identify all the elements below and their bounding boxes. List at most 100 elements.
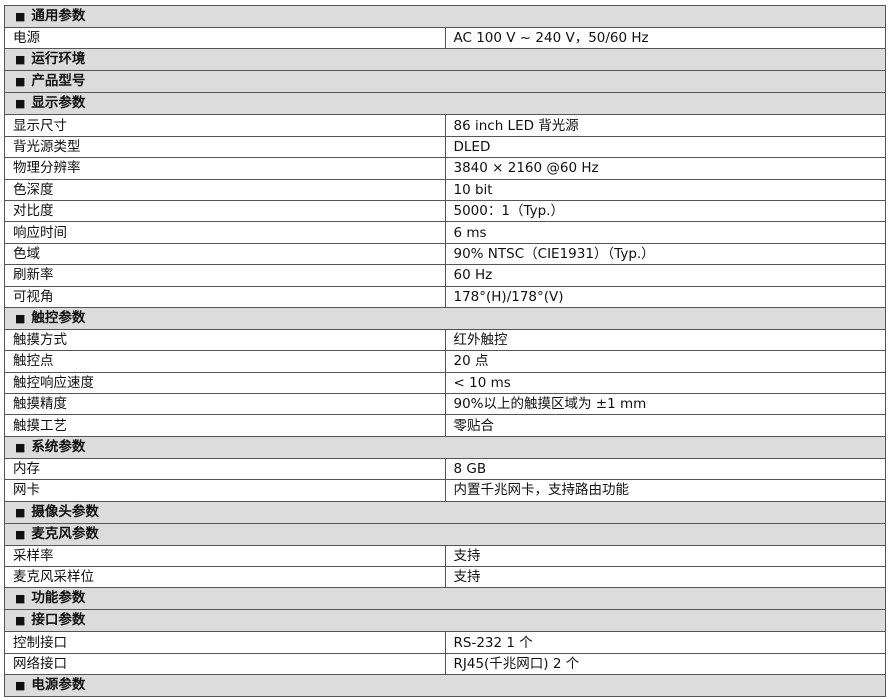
spec-label: 触摸工艺 — [4, 414, 446, 437]
section-title: 显示参数 — [31, 95, 86, 112]
spec-row: 网卡 内置千兆网卡，支持路由功能 — [4, 479, 886, 502]
spec-value: 支持 — [444, 544, 886, 568]
section-header-row: ■ 接口参数 — [4, 609, 886, 633]
square-bullet-icon: ■ — [15, 311, 26, 325]
spec-row: 触控点 20 点 — [4, 350, 886, 373]
spec-row: 采样率 支持 — [4, 544, 886, 568]
spec-value: AC 100 V ~ 240 V，50/60 Hz — [444, 26, 886, 50]
square-bullet-icon: ■ — [15, 97, 26, 111]
section-header: ■ 运行环境 — [4, 48, 886, 72]
spec-value: 红外触控 — [444, 328, 886, 352]
spec-row: 网络接口 RJ45(千兆网口) 2 个 — [4, 652, 886, 676]
section-title: 摄像头参数 — [31, 503, 99, 520]
spec-value: 86 inch LED 背光源 — [444, 114, 886, 137]
section-header-row: ■ 系统参数 — [4, 435, 886, 459]
spec-row: 触摸工艺 零贴合 — [4, 414, 886, 437]
spec-value: DLED — [444, 135, 886, 159]
spec-row: 控制接口 RS-232 1 个 — [4, 631, 886, 654]
spec-row: 刷新率 60 Hz — [4, 264, 886, 287]
section-title: 电源参数 — [31, 677, 86, 694]
square-bullet-icon: ■ — [15, 592, 26, 606]
spec-value: 6 ms — [444, 221, 886, 244]
spec-label: 电源 — [4, 26, 446, 50]
section-title: 麦克风参数 — [31, 525, 99, 542]
spec-value: RS-232 1 个 — [444, 631, 886, 654]
spec-label: 内存 — [4, 457, 446, 481]
spec-label: 显示尺寸 — [4, 114, 446, 137]
spec-row: 触控响应速度 < 10 ms — [4, 371, 886, 395]
spec-row: 色域 90% NTSC（CIE1931）（Typ.） — [4, 242, 886, 266]
section-header: ■ 产品型号 — [4, 70, 886, 94]
section-header-row: ■ 摄像头参数 — [4, 500, 886, 524]
section-header-row: ■ 电源参数 — [4, 674, 886, 697]
spec-row: 触摸精度 90%以上的触摸区域为 ±1 mm — [4, 393, 886, 416]
square-bullet-icon: ■ — [15, 53, 26, 67]
spec-label: 色域 — [4, 242, 446, 266]
spec-label: 触摸方式 — [4, 328, 446, 352]
section-header: ■ 电源参数 — [4, 674, 886, 697]
spec-row: 对比度 5000：1（Typ.） — [4, 199, 886, 223]
spec-label: 麦克风采样位 — [4, 566, 446, 589]
section-header: ■ 接口参数 — [4, 609, 886, 633]
section-header: ■ 显示参数 — [4, 92, 886, 116]
section-title: 系统参数 — [31, 438, 86, 455]
spec-label: 背光源类型 — [4, 135, 446, 159]
section-title: 触控参数 — [31, 309, 86, 326]
section-title: 产品型号 — [31, 73, 86, 90]
spec-row: 背光源类型 DLED — [4, 135, 886, 159]
spec-value: 60 Hz — [444, 264, 886, 287]
spec-label: 可视角 — [4, 285, 446, 308]
section-header-row: ■ 功能参数 — [4, 587, 886, 611]
square-bullet-icon: ■ — [15, 527, 26, 541]
spec-value: 8 GB — [444, 457, 886, 481]
spec-value: 3840 × 2160 @60 Hz — [444, 157, 886, 180]
spec-row: 显示尺寸 86 inch LED 背光源 — [4, 114, 886, 137]
section-header-row: ■ 显示参数 — [4, 92, 886, 116]
spec-label: 触控响应速度 — [4, 371, 446, 395]
spec-row: 麦克风采样位 支持 — [4, 566, 886, 589]
spec-value: 178°(H)/178°(V) — [444, 285, 886, 308]
spec-value: 支持 — [444, 566, 886, 589]
square-bullet-icon: ■ — [15, 440, 26, 454]
section-header: ■ 麦克风参数 — [4, 522, 886, 546]
square-bullet-icon: ■ — [15, 10, 26, 23]
spec-label: 网络接口 — [4, 652, 446, 676]
spec-row: 色深度 10 bit — [4, 178, 886, 201]
spec-row: 电源 AC 100 V ~ 240 V，50/60 Hz — [4, 26, 886, 50]
section-header: ■ 通用参数 — [4, 5, 886, 28]
spec-value: 20 点 — [444, 350, 886, 373]
section-header-row: ■ 运行环境 — [4, 48, 886, 72]
spec-label: 控制接口 — [4, 631, 446, 654]
section-header: ■ 摄像头参数 — [4, 500, 886, 524]
spec-value: < 10 ms — [444, 371, 886, 395]
section-title: 接口参数 — [31, 612, 86, 629]
spec-value: 90% NTSC（CIE1931）（Typ.） — [444, 242, 886, 266]
section-title: 运行环境 — [31, 51, 86, 68]
spec-row: 物理分辨率 3840 × 2160 @60 Hz — [4, 157, 886, 180]
spec-value: 10 bit — [444, 178, 886, 201]
spec-row: 触摸方式 红外触控 — [4, 328, 886, 352]
spec-label: 采样率 — [4, 544, 446, 568]
spec-value: 5000：1（Typ.） — [444, 199, 886, 223]
section-header: ■ 系统参数 — [4, 435, 886, 459]
section-title: 通用参数 — [31, 8, 86, 24]
square-bullet-icon: ■ — [15, 75, 26, 89]
spec-value: 零贴合 — [444, 414, 886, 437]
spec-row: 响应时间 6 ms — [4, 221, 886, 244]
spec-label: 响应时间 — [4, 221, 446, 244]
square-bullet-icon: ■ — [15, 614, 26, 628]
spec-value: RJ45(千兆网口) 2 个 — [444, 652, 886, 676]
spec-table: ■ 通用参数电源 AC 100 V ~ 240 V，50/60 Hz ■ 运行环境 ■ 产品… — [4, 5, 886, 697]
spec-label: 色深度 — [4, 178, 446, 201]
square-bullet-icon: ■ — [15, 679, 26, 693]
spec-value: 90%以上的触摸区域为 ±1 mm — [444, 393, 886, 416]
spec-value: 内置千兆网卡，支持路由功能 — [444, 479, 886, 502]
spec-label: 刷新率 — [4, 264, 446, 287]
section-header: ■ 触控参数 — [4, 306, 886, 330]
spec-label: 触控点 — [4, 350, 446, 373]
square-bullet-icon: ■ — [15, 505, 26, 519]
spec-label: 物理分辨率 — [4, 157, 446, 180]
section-header-row: ■ 麦克风参数 — [4, 522, 886, 546]
section-title: 功能参数 — [31, 590, 86, 607]
section-header: ■ 功能参数 — [4, 587, 886, 611]
